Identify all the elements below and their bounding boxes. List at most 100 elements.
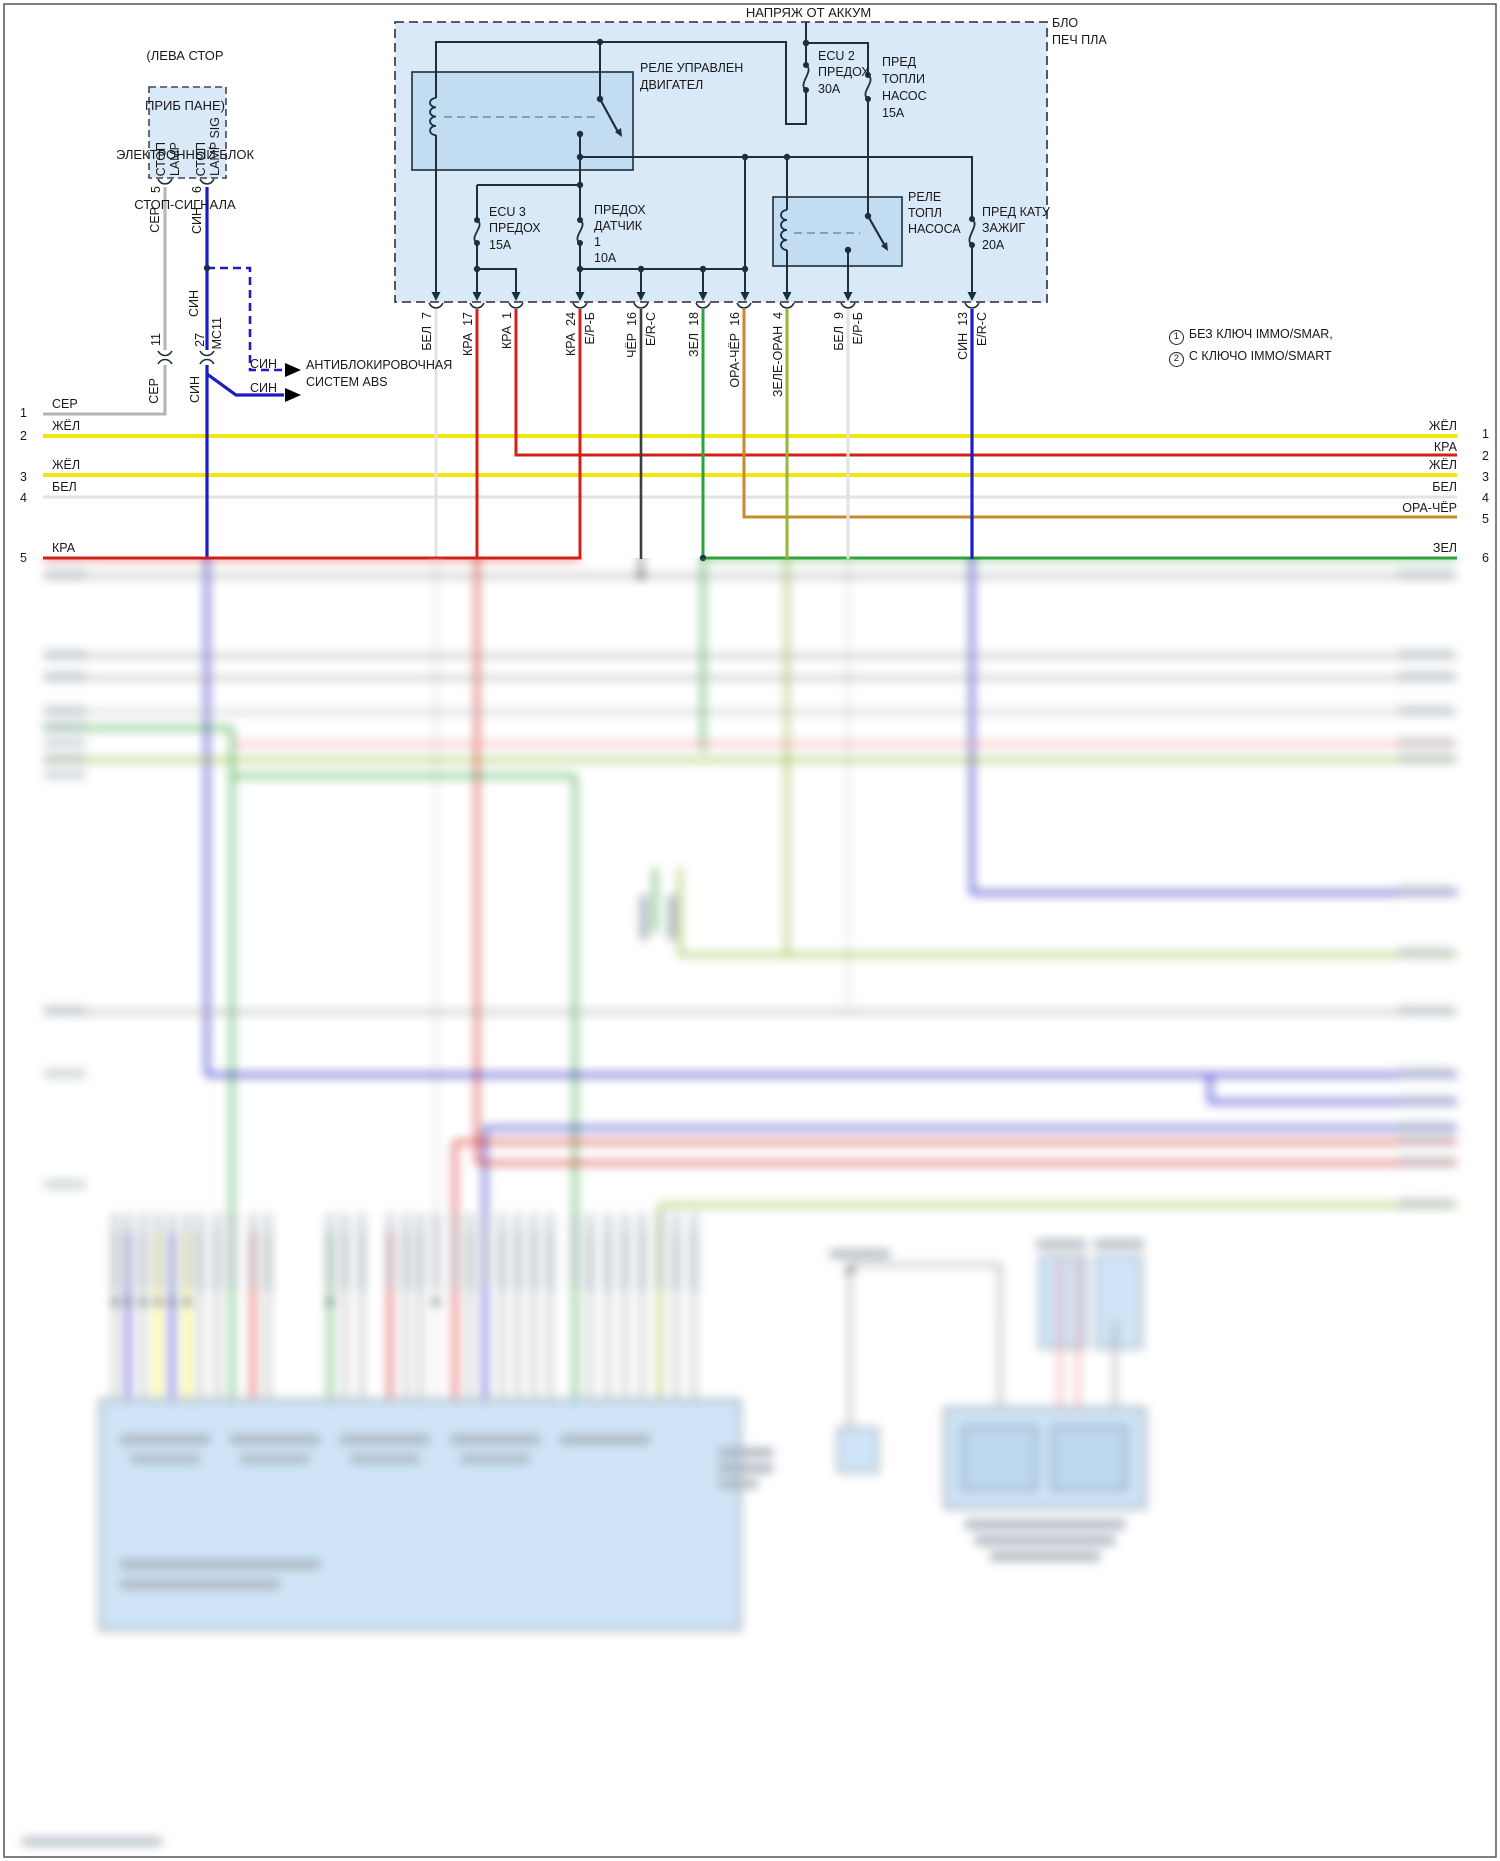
down-arrow-icon xyxy=(472,292,482,301)
down-arrow-icon xyxy=(575,292,585,301)
text-smudge xyxy=(460,1455,530,1463)
junction-block-label: БЛО xyxy=(1052,16,1079,30)
row-number: 3 xyxy=(1482,470,1489,484)
box xyxy=(99,1399,741,1631)
row-color-label: БЕЛ xyxy=(1432,480,1457,494)
row-color-label: ЗЕЛ xyxy=(1432,541,1457,555)
connector-label: Е/R-С xyxy=(644,312,658,347)
text-smudge xyxy=(130,1455,200,1463)
fuse-label: ECU 3 xyxy=(489,205,526,219)
wire-segment xyxy=(806,42,869,75)
down-arrow-icon xyxy=(431,292,441,301)
row-color-label: ЖЁЛ xyxy=(52,458,81,472)
junction-dot xyxy=(203,264,211,272)
down-arrow-icon xyxy=(511,292,521,301)
connector-bump-icon xyxy=(633,302,649,309)
row-number: 5 xyxy=(1482,512,1489,526)
row-number: 3 xyxy=(20,470,27,484)
connector-bump-icon xyxy=(695,302,711,309)
wire-segment xyxy=(599,98,619,133)
stop-lamp-unit-title-line: ПРИБ ПАНЕ) xyxy=(145,97,225,113)
wire-color-label: СИН xyxy=(250,381,278,395)
exit-wire-label: ЗЕЛ 18 xyxy=(687,312,701,357)
row-number: 2 xyxy=(20,429,27,443)
stop-lamp-unit-title-line: СТОП-СИГНАЛА xyxy=(134,196,236,212)
pin-label: СТОП xyxy=(154,141,168,176)
text-smudge xyxy=(830,1250,890,1258)
exit-wire-label: КРА 17 xyxy=(461,312,475,356)
exit-wire-label: ОРА-ЧЁР 16 xyxy=(728,312,742,388)
connector-bump-icon xyxy=(428,302,444,309)
junction-dot xyxy=(844,246,852,254)
inline-connector-icon xyxy=(157,350,173,365)
text-smudge xyxy=(668,895,676,940)
down-arrow-icon xyxy=(740,292,750,301)
fuse-rating: 30А xyxy=(818,82,841,96)
wire-segment xyxy=(580,156,973,219)
down-arrow-icon xyxy=(967,292,977,301)
wire-segment xyxy=(435,41,807,125)
arrow-icon xyxy=(285,388,301,402)
pin-number: 11 xyxy=(149,333,163,346)
down-arrow-icon xyxy=(698,292,708,301)
wire-segment xyxy=(867,215,886,247)
junction-dot xyxy=(864,212,872,220)
text-smudge xyxy=(120,1560,320,1569)
text-smudge xyxy=(340,1435,430,1444)
box xyxy=(3,3,1497,1858)
text-smudge xyxy=(120,1580,280,1589)
row-color-label: СЕР xyxy=(52,397,78,411)
exit-wire-label: ЗЕЛЕ-ОРАН 4 xyxy=(771,312,785,398)
junction-dot xyxy=(699,265,707,273)
fuse-symbol xyxy=(968,216,976,248)
note-1-number-icon: 1 xyxy=(1168,330,1184,345)
wire-color-label: СЕР xyxy=(147,378,161,404)
wire-segment xyxy=(742,309,1457,519)
fuse-label: ПРЕДОХ xyxy=(594,203,646,217)
junction-dot xyxy=(802,39,810,47)
text-smudge xyxy=(1036,1240,1086,1248)
relay-label: РЕЛЕ УПРАВЛЕН xyxy=(640,61,744,75)
row-number: 6 xyxy=(1482,551,1489,565)
wire-segment xyxy=(477,268,517,296)
connector-bump-icon xyxy=(779,302,795,309)
fuse-label: ПРЕД xyxy=(882,55,917,69)
note-1-text: БЕЗ КЛЮЧ IMMO/SMAR, xyxy=(1188,327,1333,341)
exit-wire-label: ЧЁР 16 xyxy=(625,312,639,358)
abs-label: СИСТЕМ ABS xyxy=(306,375,388,389)
pin-label: LAMP SIG xyxy=(208,117,222,176)
arrow-icon xyxy=(615,128,622,137)
connector-bump-icon xyxy=(964,302,980,309)
pin-label: СТОП xyxy=(194,141,208,176)
fuse-rating: 20А xyxy=(982,238,1005,252)
down-arrow-icon xyxy=(782,292,792,301)
junction-dot xyxy=(741,153,749,161)
text-smudge xyxy=(990,1552,1100,1561)
connector-label: Е/Р-Б xyxy=(583,312,597,345)
down-arrow-icon xyxy=(843,292,853,301)
fuse-symbol xyxy=(802,62,810,93)
text-smudge xyxy=(230,1435,320,1444)
wire-color-label: СИН xyxy=(188,376,202,404)
fuse-label: НАСОС xyxy=(882,89,927,103)
text-smudge xyxy=(22,1838,162,1845)
junction-dot xyxy=(637,265,645,273)
battery-feed-title: НАПРЯЖ ОТ АККУМ xyxy=(745,5,872,20)
text-smudge xyxy=(718,1480,758,1488)
junction-dot xyxy=(846,1266,854,1274)
fuse-rating: 15А xyxy=(489,238,512,252)
connector-bump-icon xyxy=(840,302,856,309)
fuse-label: ТОПЛИ xyxy=(882,72,925,86)
junction-dot xyxy=(741,265,749,273)
exit-wire-label: СИН 13 xyxy=(956,312,970,360)
relay-label: ДВИГАТЕЛ xyxy=(640,78,704,92)
relay-label: РЕЛЕ xyxy=(908,190,942,204)
blurred-section xyxy=(0,558,1500,1861)
connector-bump-icon xyxy=(157,178,173,185)
label-smudge-group xyxy=(111,1213,698,1291)
junction-dot xyxy=(596,95,604,103)
connector-bump-icon xyxy=(469,302,485,309)
junction-dot xyxy=(596,38,604,46)
fuse-label: 1 xyxy=(594,235,601,249)
